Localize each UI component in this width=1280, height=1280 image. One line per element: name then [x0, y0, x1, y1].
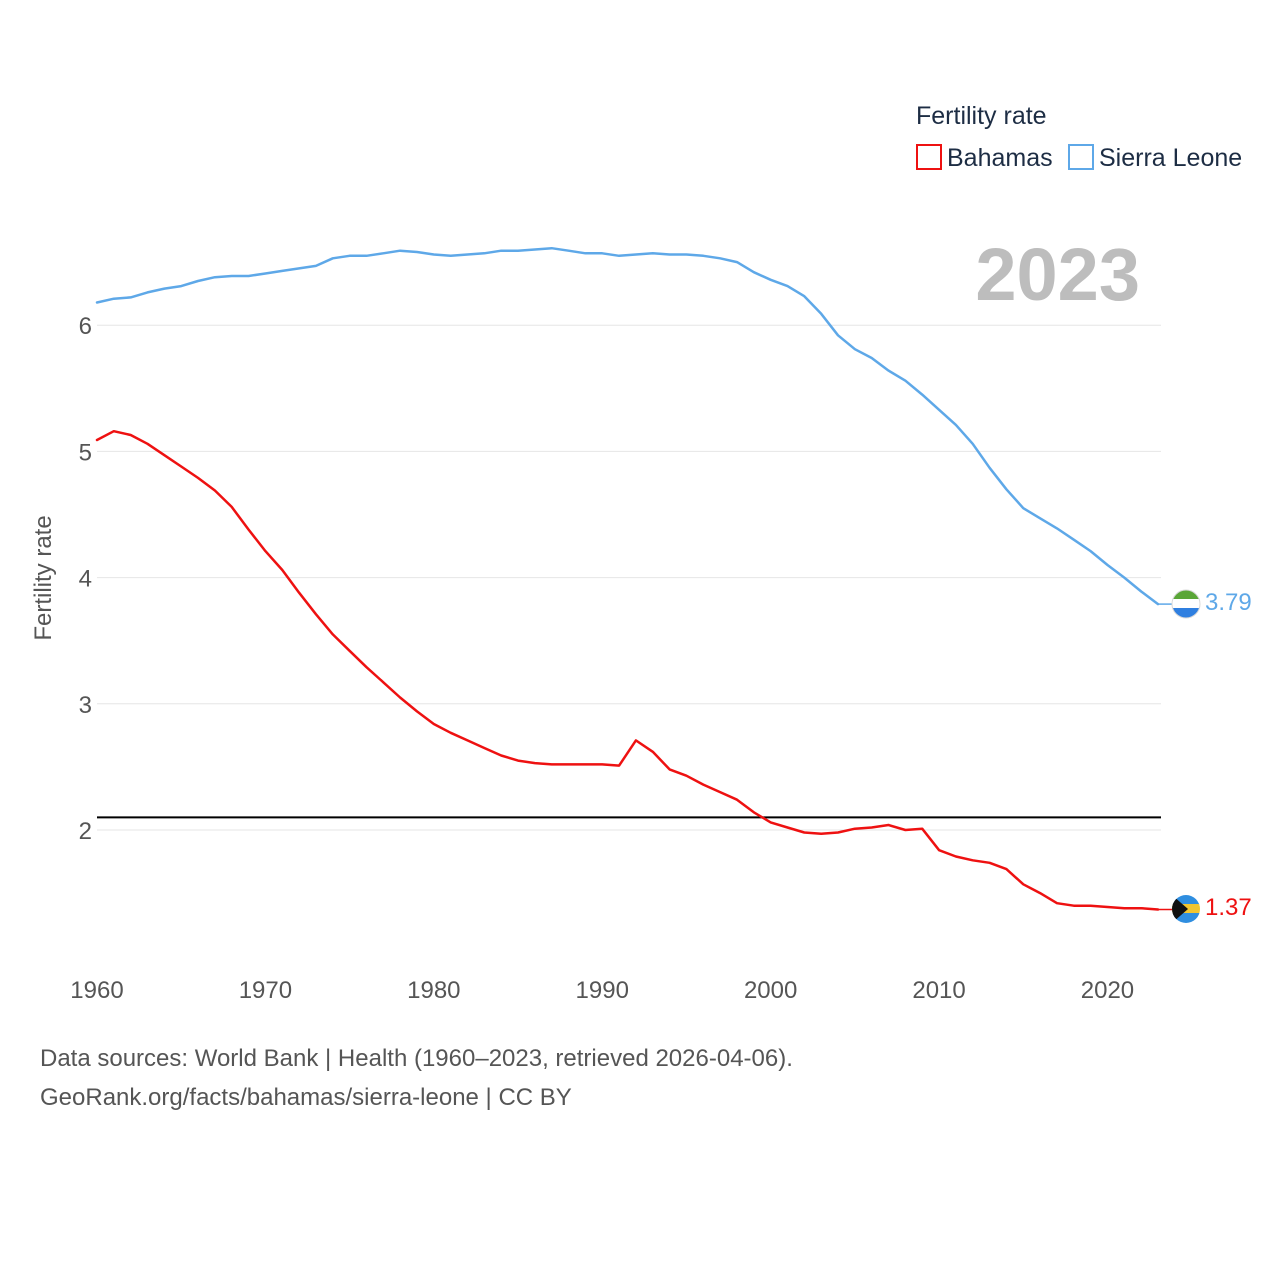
credit-line: GeoRank.org/facts/bahamas/sierra-leone |… [40, 1084, 572, 1111]
x-tick-label-1970: 1970 [239, 977, 292, 1004]
y-tick-label-6: 6 [79, 313, 92, 340]
y-tick-label-4: 4 [79, 566, 92, 593]
legend-title: Fertility rate [916, 102, 1047, 130]
end-value-label-sierra-leone: 3.79 [1205, 589, 1252, 616]
x-tick-label-2010: 2010 [912, 977, 965, 1004]
legend-label-bahamas: Bahamas [947, 144, 1053, 172]
series-layer [95, 246, 1172, 911]
x-tick-label-1990: 1990 [576, 977, 629, 1004]
legend-swatch-sierra-leone [1068, 144, 1094, 170]
y-tick-label-3: 3 [79, 692, 92, 719]
sierra-leone-flag-icon [1171, 589, 1201, 619]
x-tick-labels: 1960 1970 1980 1990 2000 2010 2020 [70, 977, 1134, 1004]
data-source-note: Data sources: World Bank | Health (1960–… [40, 1045, 793, 1072]
bahamas-flag-icon [1172, 895, 1200, 923]
x-tick-label-2020: 2020 [1081, 977, 1134, 1004]
x-tick-label-1980: 1980 [407, 977, 460, 1004]
series-line-bahamas [95, 429, 1160, 911]
y-tick-label-2: 2 [79, 818, 92, 845]
x-tick-label-1960: 1960 [70, 977, 123, 1004]
legend-label-sierra-leone: Sierra Leone [1099, 144, 1242, 172]
legend: Fertility rate Bahamas Sierra Leone [916, 102, 1242, 172]
grid-layer [97, 324, 1161, 831]
y-tick-label-5: 5 [79, 439, 92, 466]
year-label: 2023 [975, 233, 1140, 316]
legend-swatch-bahamas [916, 144, 942, 170]
x-tick-label-2000: 2000 [744, 977, 797, 1004]
y-tick-labels: 2 3 4 5 6 [79, 313, 92, 845]
y-axis-title: Fertility rate [30, 515, 57, 640]
end-value-label-bahamas: 1.37 [1205, 894, 1252, 921]
series-line-sierra-leone [95, 246, 1160, 606]
